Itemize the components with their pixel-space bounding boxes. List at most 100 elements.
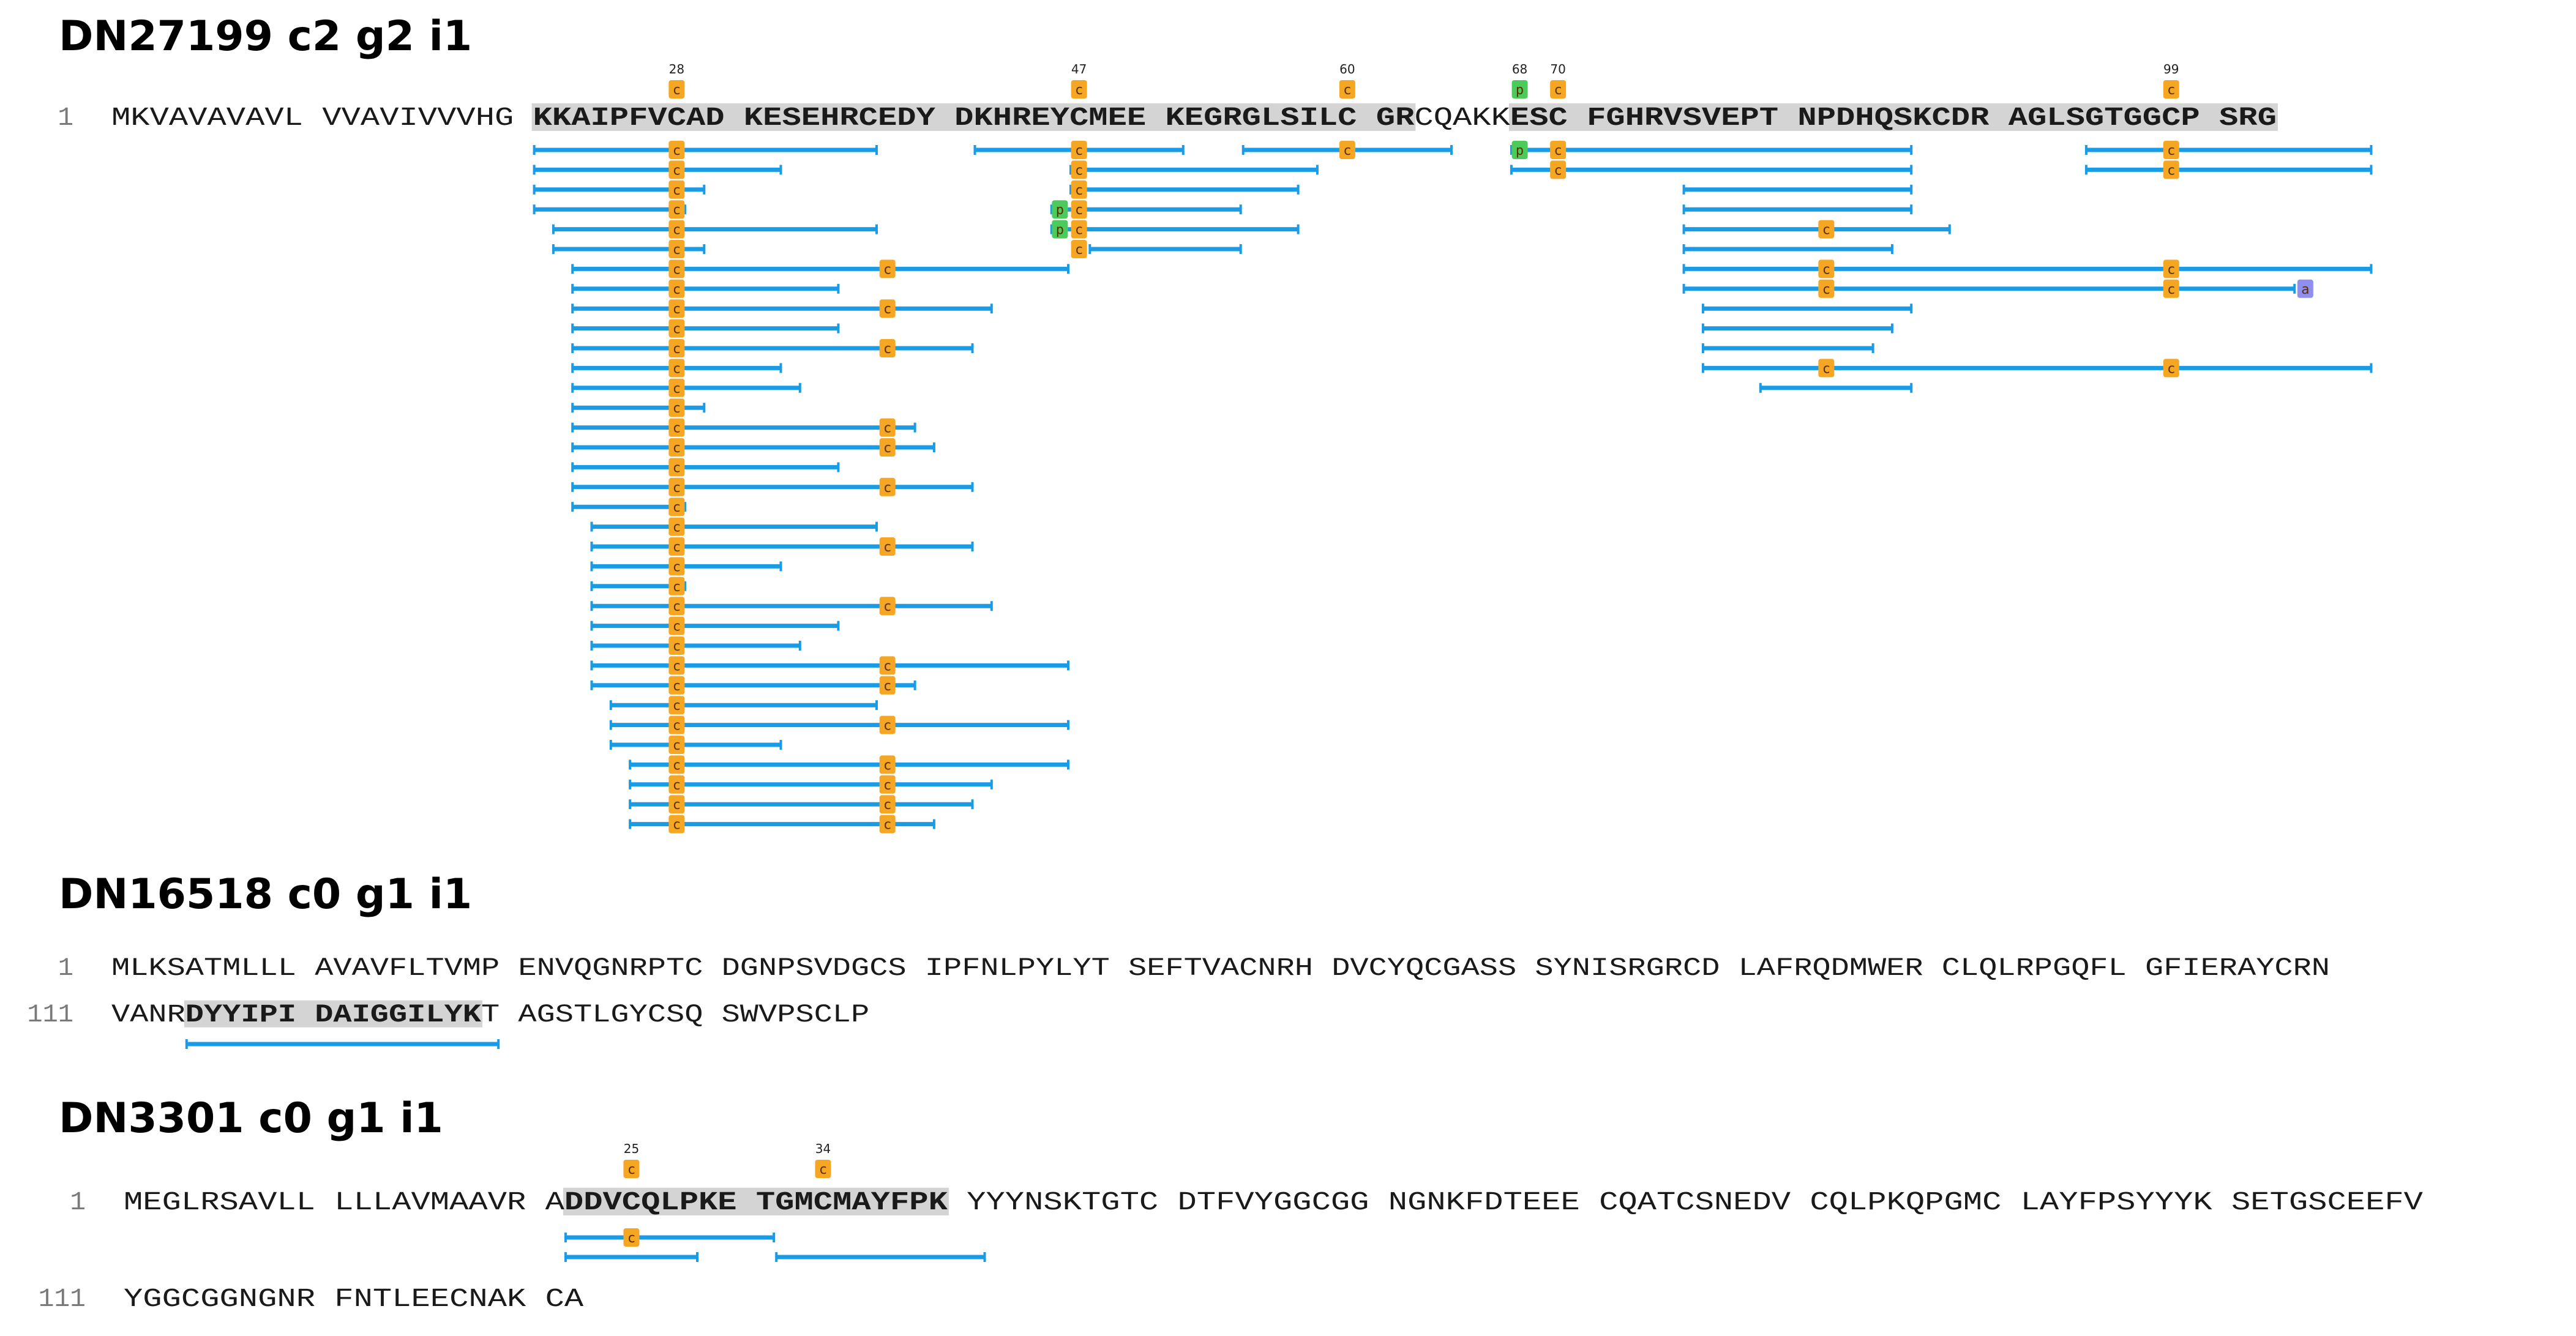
svg-text:c: c [883,679,891,694]
peptide-match [1682,264,2373,274]
peptide-match [775,1252,986,1262]
peptide-match [590,641,801,651]
svg-text:c: c [673,559,681,575]
svg-text:c: c [673,421,681,436]
modification-badge: c [1818,259,1835,278]
svg-text:c: c [673,163,681,178]
modification-badge: c [879,795,896,814]
svg-text:c: c [883,758,891,773]
svg-text:c: c [673,203,681,218]
site-residue-badge: c [2163,80,2179,99]
modification-badge: c [2163,141,2179,159]
peptide-match [571,323,840,334]
svg-text:c: c [883,341,891,357]
modification-badge: c [668,676,685,695]
svg-text:c: c [2167,163,2175,178]
svg-text:c: c [673,540,681,555]
peptide-match [571,502,686,512]
modification-badge: c [1818,359,1835,378]
modification-badge: c [2163,259,2179,278]
peptide-match [1682,283,2296,294]
peptide-match [533,204,686,215]
modification-badge: c [879,438,896,457]
svg-text:c: c [1822,282,1830,297]
svg-text:c: c [883,599,891,614]
modification-badge: c [879,259,896,278]
peptide-match [571,442,935,452]
peptide-match [533,165,782,175]
modification-badge: c [879,418,896,437]
modification-badge: c [1071,220,1087,239]
modification-badge: c [668,815,685,834]
svg-text:c: c [673,401,681,416]
line-number: 111 [27,1000,73,1029]
modification-badge: c [668,359,685,378]
peptide-coverage-highlight [531,103,1416,131]
peptide-match [609,720,1069,730]
peptide-match [629,759,1069,770]
sequence-text: MKVAVAVAVL VVAVIVVVHG KKAIPFVCAD KESEHRC… [111,103,2277,133]
peptide-match [1701,304,1913,314]
peptide-match [1682,224,1951,234]
modification-badge: c [668,319,685,338]
svg-text:c: c [627,1162,635,1177]
peptide-match [629,779,993,789]
peptide-match [2084,165,2373,175]
site-position-label: 47 [1071,62,1087,77]
svg-text:c: c [1075,242,1083,258]
modification-badge: c [879,477,896,496]
site-position-label: 99 [2163,62,2179,77]
svg-text:c: c [1343,143,1351,159]
peptide-match [571,462,840,472]
modification-badge: c [668,755,685,774]
svg-text:c: c [883,778,891,793]
line-number: 1 [58,953,73,983]
modification-badge: c [2163,160,2179,179]
peptide-match [571,343,974,353]
sequence-text: VANR DYYIPI DAIGGILYK T AGSTLGYCSQ SWVPSCL… [111,1000,869,1029]
modification-badge: c [668,398,685,417]
modification-badge: c [1071,180,1087,199]
svg-text:c: c [673,322,681,337]
svg-text:c: c [883,718,891,734]
modification-badge: p [1052,220,1068,239]
site-position-label: 28 [669,62,684,77]
svg-text:p: p [1516,83,1524,98]
svg-text:c: c [1343,83,1351,98]
modification-badge: c [879,676,896,695]
line-number: 111 [39,1284,86,1314]
modification-badge: c [668,279,685,298]
site-residue-badge: c [623,1160,640,1178]
modification-badge: c [668,656,685,675]
peptide-match [590,680,916,690]
svg-text:c: c [673,143,681,159]
sequence-text: MLKSATMLLL AVAVFLTVMP ENVQGNRPTC DGNPSVD… [111,953,2330,983]
svg-text:c: c [1822,262,1830,277]
peptide-match [571,304,993,314]
site-position-label: 60 [1339,62,1355,77]
svg-text:c: c [673,183,681,198]
svg-text:c: c [673,262,681,277]
svg-text:c: c [673,778,681,793]
modification-badge: c [668,240,685,258]
svg-text:c: c [2167,143,2175,159]
svg-text:p: p [1056,223,1064,238]
svg-text:p: p [1516,143,1524,159]
svg-text:a: a [2301,282,2309,297]
site-residue-badge: c [815,1160,831,1178]
protein-title-2: DN16518 c0 g1 i1 [59,870,473,919]
modification-badge: c [1339,141,1355,159]
svg-text:c: c [1075,83,1083,98]
modification-badge: c [668,141,685,159]
svg-text:c: c [883,818,891,833]
svg-text:c: c [673,698,681,714]
sequence-line: 1 MKVAVAVAVL VVAVIVVVHG KKAIPFVCAD KESEHR… [58,103,2278,133]
svg-text:c: c [1554,143,1562,159]
peptide-match [1701,363,2373,373]
modification-badge: c [668,160,685,179]
modification-badge: p [1052,200,1068,219]
svg-text:c: c [1075,203,1083,218]
svg-text:c: c [883,421,891,436]
site-residue-badge: c [668,80,685,99]
modification-badge: c [879,339,896,357]
